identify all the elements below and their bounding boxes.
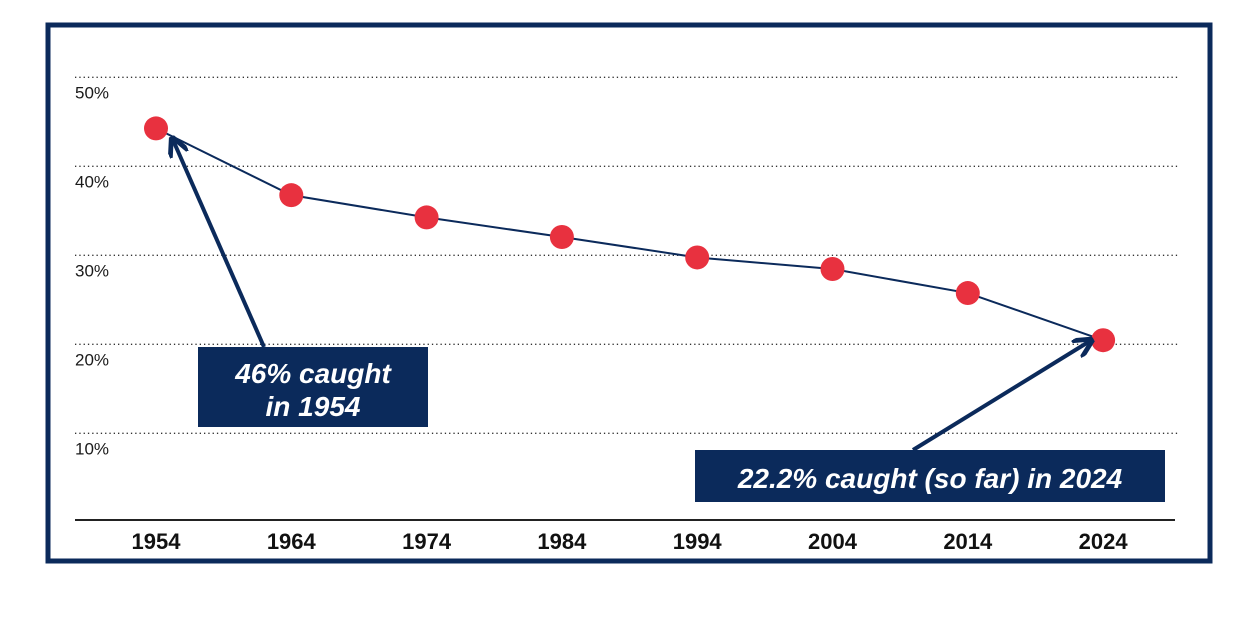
data-point (1091, 328, 1116, 353)
y-tick-label: 20% (75, 350, 109, 369)
gridlines (75, 76, 1178, 434)
data-point (549, 224, 574, 249)
y-tick-label: 50% (75, 83, 109, 102)
callout-arrow (173, 140, 266, 348)
x-tick-label: 2024 (1079, 529, 1129, 554)
callout-box (695, 450, 1165, 502)
y-axis-ticks: 50% 40% 30% 20% 10% (75, 83, 109, 458)
x-tick-label: 2004 (808, 529, 858, 554)
y-tick-label: 40% (75, 172, 109, 191)
series-line (155, 127, 1104, 342)
callout-arrow (911, 341, 1090, 452)
data-point (955, 281, 980, 306)
data-point (279, 183, 304, 208)
callout-text: in 1954 (266, 391, 361, 422)
x-tick-label: 1964 (267, 529, 317, 554)
x-tick-label: 1984 (537, 529, 587, 554)
data-point (144, 116, 168, 141)
x-axis-ticks: 1954 1964 1974 1984 1994 2004 2014 2024 (132, 529, 1129, 554)
y-tick-label: 10% (75, 439, 109, 458)
series-layer (144, 116, 1116, 353)
y-tick-label: 30% (75, 261, 109, 280)
data-point (414, 205, 439, 230)
x-tick-label: 1994 (673, 529, 723, 554)
callout-box (198, 347, 428, 427)
data-point (820, 257, 845, 282)
x-tick-label: 1954 (132, 529, 182, 554)
callout-text: 46% caught (234, 358, 392, 389)
data-point (685, 245, 710, 270)
x-tick-label: 2014 (943, 529, 993, 554)
callout-text: 22.2% caught (so far) in 2024 (737, 463, 1123, 494)
x-tick-label: 1974 (402, 529, 452, 554)
